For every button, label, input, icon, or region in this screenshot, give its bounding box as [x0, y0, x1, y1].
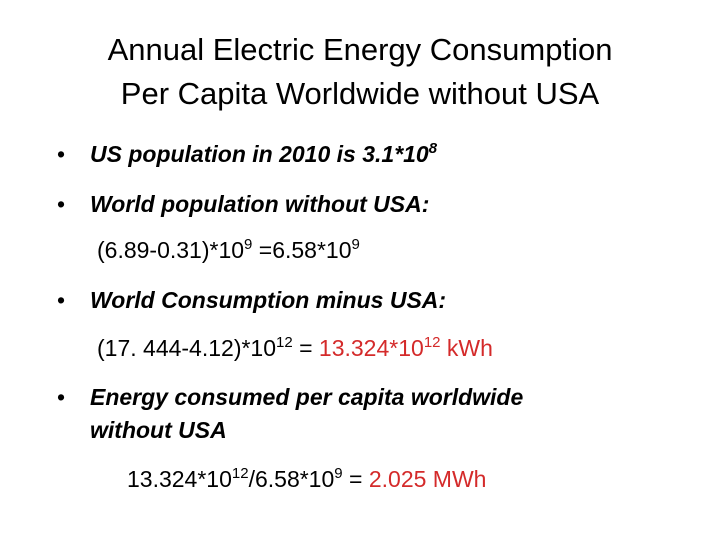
text-run: kWh — [440, 335, 493, 361]
text-run: US population in 2010 is 3.1*10 — [90, 141, 429, 167]
text-run: World population without USA: — [90, 191, 430, 217]
text-run: (17. 444-4.12)*10 — [97, 335, 277, 361]
bullet-line: • Energy consumed per capita worldwide — [57, 383, 524, 411]
text-run: 13.324*10 — [318, 335, 424, 361]
superscript: 9 — [351, 236, 360, 253]
superscript: 9 — [244, 236, 253, 253]
bullet: • — [57, 384, 66, 410]
bullet: • — [57, 191, 66, 217]
formula-line: (6.89-0.31)*109 =6.58*109 — [97, 236, 360, 268]
formula-line: 13.324*1012/6.58*109 = 2.025 MWh — [127, 465, 486, 497]
bullet-line: • US population in 2010 is 3.1*108 — [57, 140, 438, 172]
formula-line: (17. 444-4.12)*1012 = 13.324*1012 kWh — [97, 334, 493, 366]
text-run: =6.58*10 — [252, 237, 352, 263]
text-run: (6.89-0.31)*10 — [97, 237, 245, 263]
text-run: /6.58*10 — [248, 466, 335, 492]
superscript: 12 — [423, 334, 441, 351]
superscript: 8 — [428, 140, 438, 157]
bullet: • — [57, 287, 66, 313]
text-run: 2.025 MWh — [368, 466, 487, 492]
superscript: 12 — [231, 465, 249, 482]
superscript: 9 — [334, 465, 343, 482]
text-run: without USA — [90, 417, 227, 443]
bullet-line: • World Consumption minus USA: — [57, 286, 447, 314]
text-run: = — [292, 335, 319, 361]
title-line: Per Capita Worldwide without USA — [120, 76, 600, 111]
title-line: Annual Electric Energy Consumption — [107, 32, 613, 67]
bullet-line: • World population without USA: — [57, 190, 430, 218]
bullet-continuation: without USA — [90, 416, 227, 444]
text-run: 13.324*10 — [127, 466, 232, 492]
text-run: = — [342, 466, 369, 492]
text-run: Energy consumed per capita worldwide — [90, 384, 524, 410]
superscript: 12 — [276, 334, 293, 351]
text-run: World Consumption minus USA: — [90, 287, 447, 313]
bullet: • — [57, 141, 66, 167]
